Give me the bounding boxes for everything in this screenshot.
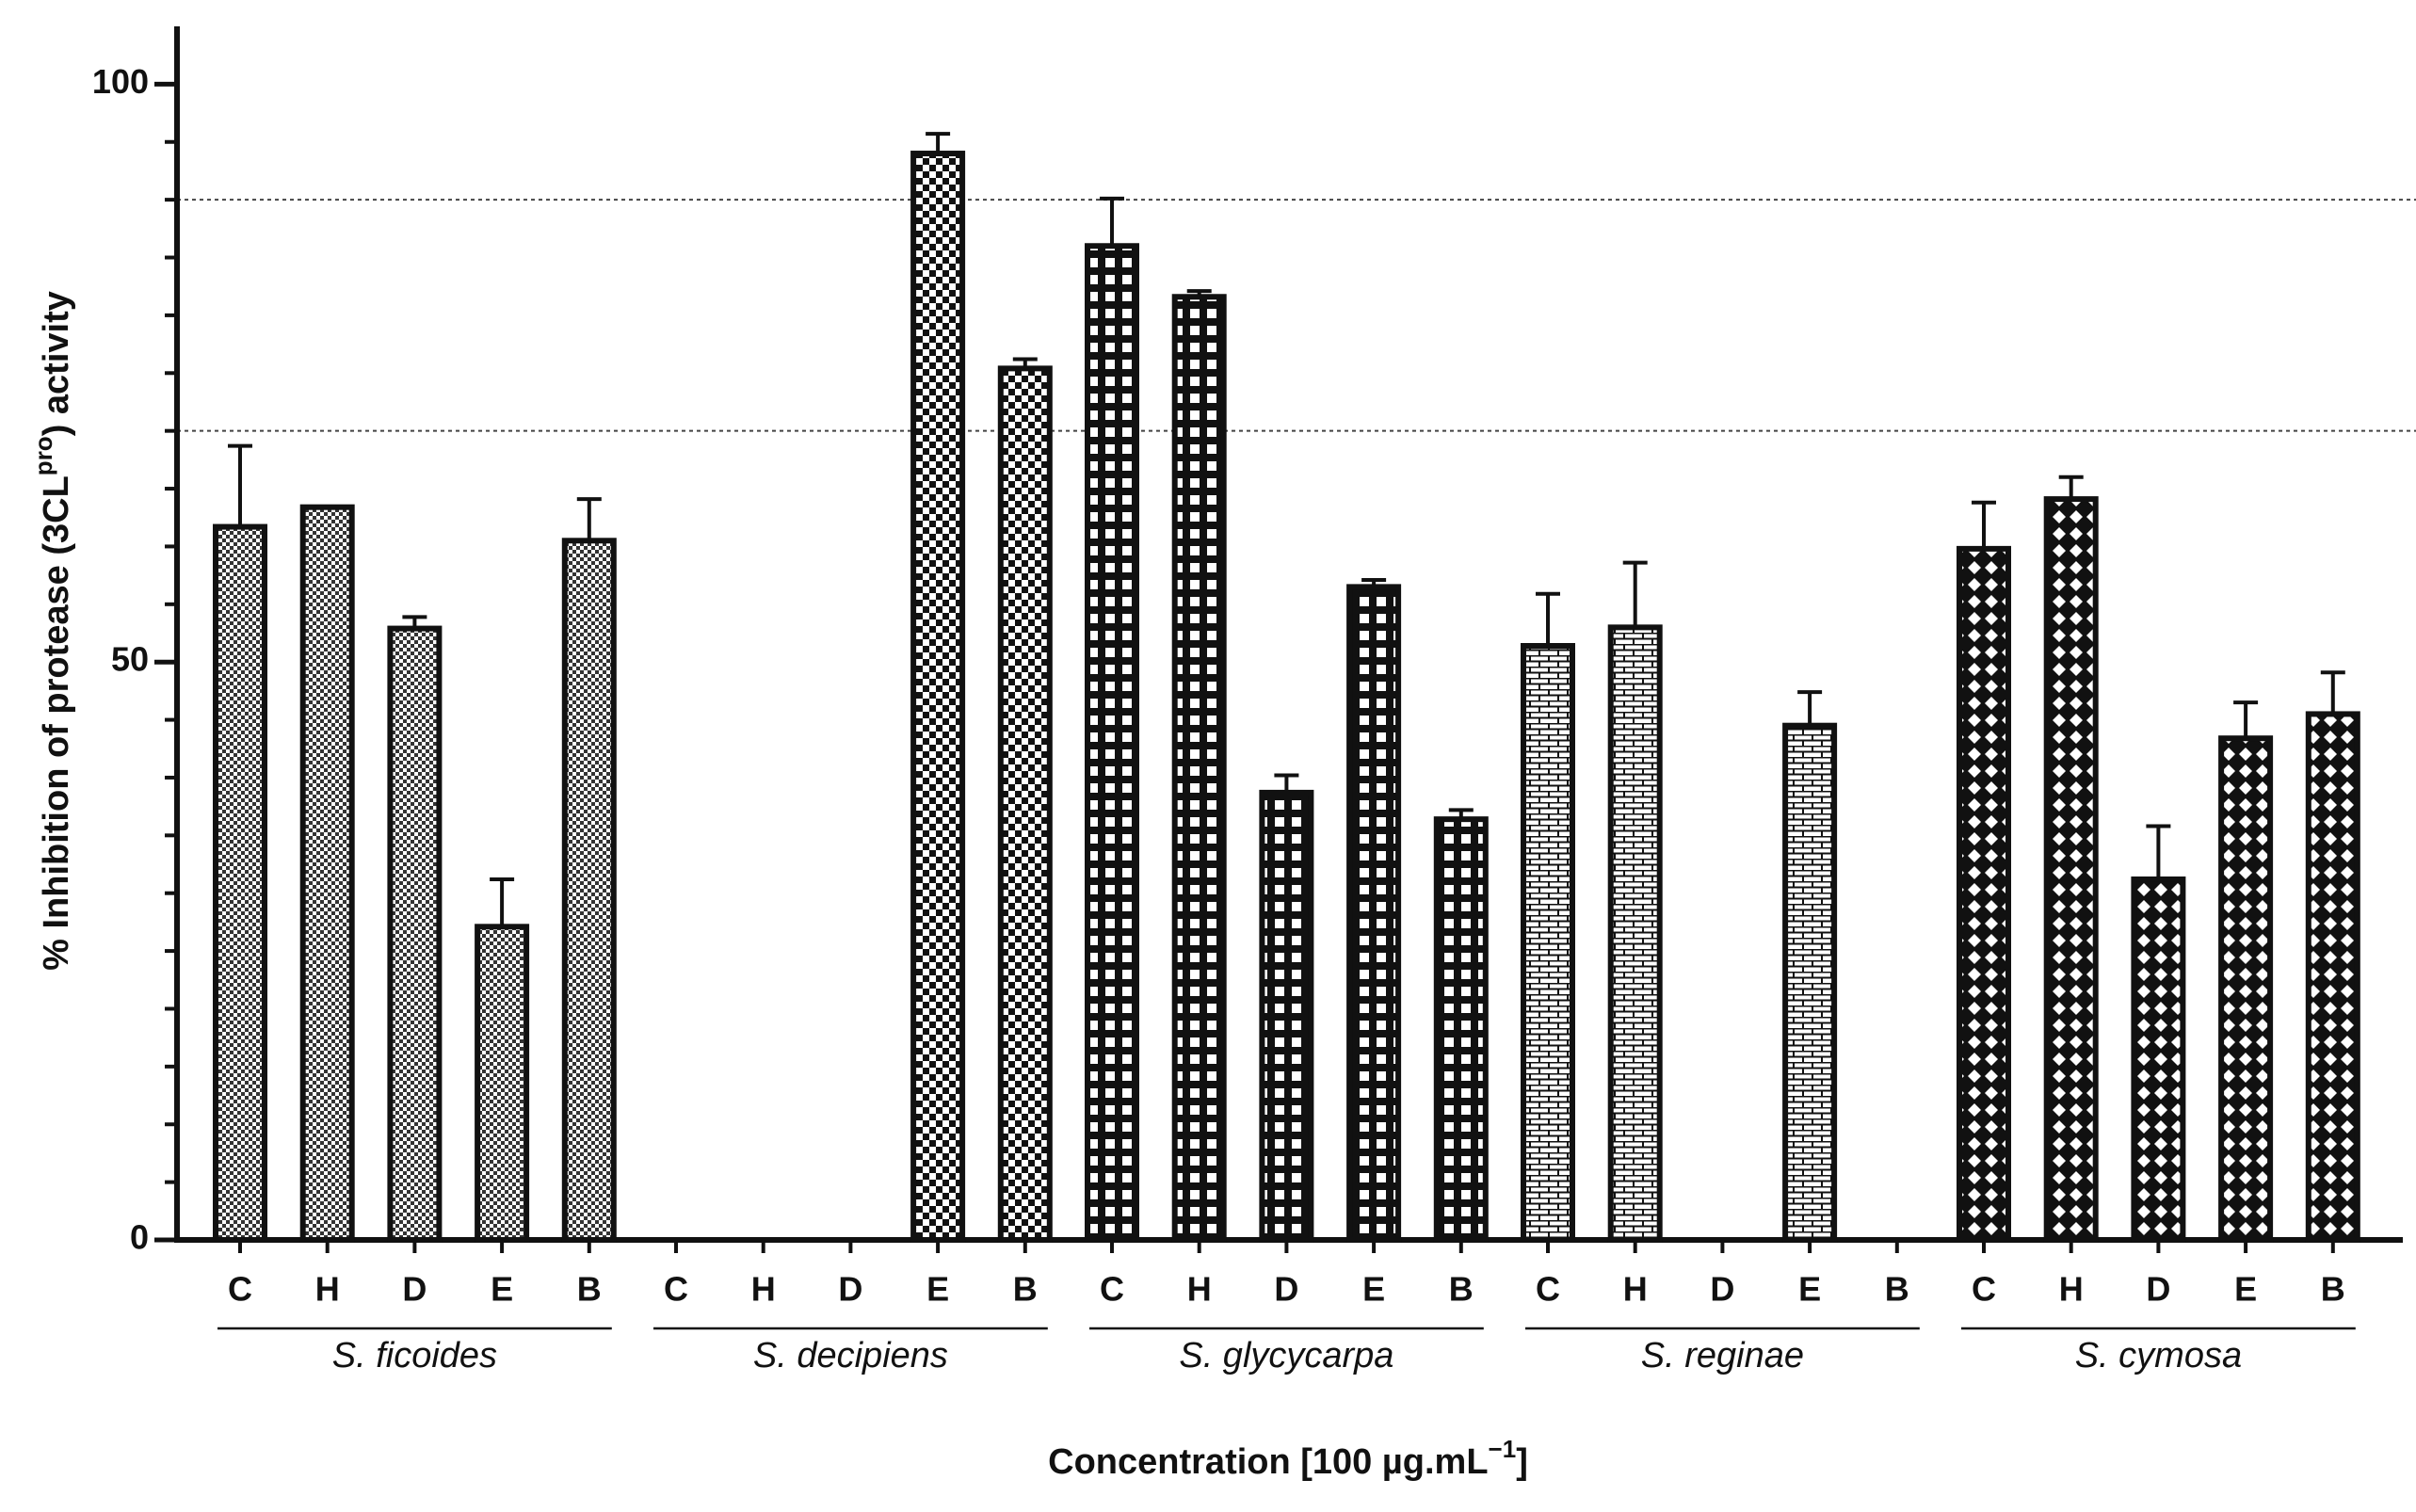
x-tick-label: D — [838, 1270, 862, 1309]
bar — [2043, 496, 2099, 1243]
x-tick-label: H — [751, 1270, 776, 1309]
x-tick-label: E — [926, 1270, 949, 1309]
bar — [1085, 243, 1139, 1244]
x-label-sup: −1 — [1489, 1435, 1517, 1463]
bar — [1607, 624, 1663, 1243]
x-tick-label: E — [1362, 1270, 1385, 1309]
x-tick-label: E — [491, 1270, 513, 1309]
x-tick-label: B — [1885, 1270, 1909, 1309]
x-tick-label: B — [1449, 1270, 1474, 1309]
y-label-text: % Inhibition of protease (3CL — [37, 475, 76, 971]
y-label-sup: pro — [29, 436, 57, 475]
bar — [1171, 294, 1227, 1243]
x-axis-label: Concentration [100 µg.mL−1] — [1048, 1435, 1528, 1482]
y-label-tail: ) activity — [37, 291, 76, 436]
y-tick-label: 50 — [111, 640, 149, 679]
bar — [561, 538, 617, 1243]
bar — [1521, 643, 1575, 1243]
bar — [1259, 789, 1314, 1243]
group-label: S. glycycarpa — [1179, 1336, 1393, 1375]
x-tick-label: D — [402, 1270, 427, 1309]
x-tick-label: B — [577, 1270, 602, 1309]
x-tick-label: D — [2146, 1270, 2170, 1309]
x-tick-label: C — [664, 1270, 688, 1309]
x-tick-label: E — [1798, 1270, 1821, 1309]
bar — [910, 151, 966, 1244]
group-label: S. ficoides — [332, 1336, 497, 1375]
bar — [2305, 711, 2360, 1243]
bar — [2218, 735, 2274, 1243]
x-tick-label: E — [2234, 1270, 2257, 1309]
bar — [997, 365, 1053, 1243]
bar — [1957, 545, 2011, 1243]
x-tick-label: H — [315, 1270, 340, 1309]
x-tick-label: H — [2059, 1270, 2084, 1309]
x-tick-label: H — [1623, 1270, 1648, 1309]
bar — [475, 924, 530, 1243]
x-tick-label: B — [1013, 1270, 1038, 1309]
group-label: S. decipiens — [753, 1336, 948, 1375]
x-tick-label: H — [1187, 1270, 1212, 1309]
x-tick-label: D — [1274, 1270, 1298, 1309]
group-label: S. cymosa — [2075, 1336, 2242, 1375]
x-label-text: Concentration [100 µg.mL — [1048, 1442, 1488, 1482]
x-tick-label: C — [1972, 1270, 1996, 1309]
x-tick-label: B — [2321, 1270, 2345, 1309]
y-tick-label: 0 — [130, 1218, 149, 1257]
bar — [2131, 876, 2186, 1243]
bar — [1346, 584, 1402, 1243]
bar — [213, 523, 267, 1243]
bar — [1433, 816, 1489, 1243]
x-tick-label: D — [1710, 1270, 1734, 1309]
x-label-tail: ] — [1516, 1442, 1528, 1482]
x-tick-label: C — [1536, 1270, 1560, 1309]
x-tick-label: C — [228, 1270, 252, 1309]
bar — [1782, 722, 1838, 1243]
bar — [387, 625, 443, 1243]
group-label: S. reginae — [1641, 1336, 1804, 1375]
x-tick-label: C — [1100, 1270, 1124, 1309]
bar — [299, 504, 355, 1243]
y-axis-label: % Inhibition of protease (3CLpro) activi… — [29, 291, 76, 971]
y-tick-label: 100 — [92, 62, 149, 101]
